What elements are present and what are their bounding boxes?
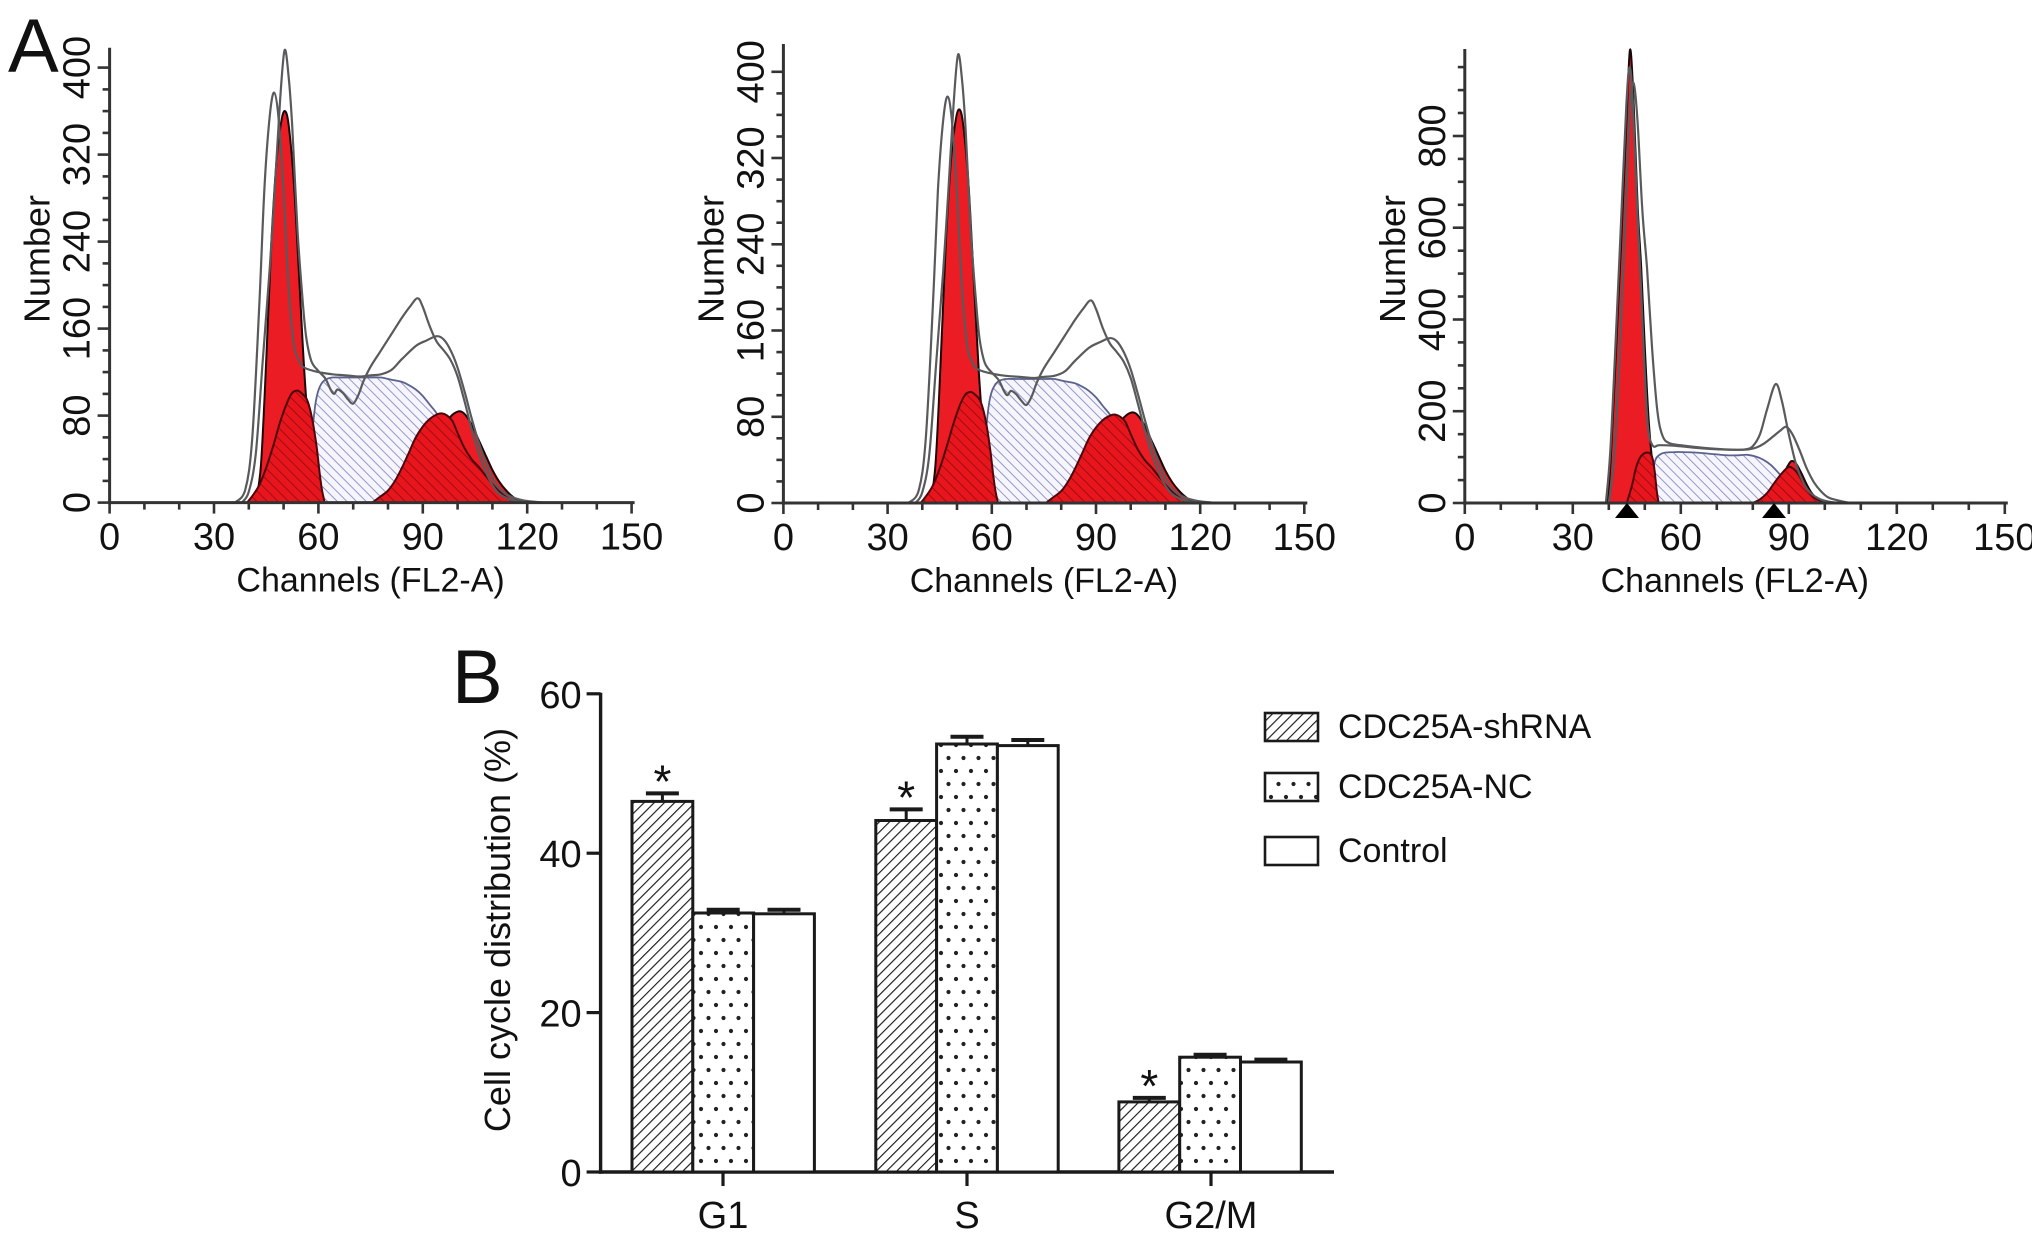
svg-text:120: 120	[1865, 517, 1928, 559]
svg-text:Channels (FL2-A): Channels (FL2-A)	[236, 562, 504, 600]
svg-text:0: 0	[1412, 492, 1454, 513]
svg-text:S: S	[954, 1195, 979, 1237]
svg-text:60: 60	[539, 675, 581, 717]
svg-text:G1: G1	[698, 1195, 749, 1237]
svg-text:240: 240	[57, 210, 99, 273]
svg-text:Channels (FL2-A): Channels (FL2-A)	[910, 562, 1178, 600]
svg-text:Channels (FL2-A): Channels (FL2-A)	[1601, 562, 1869, 600]
svg-text:80: 80	[57, 394, 99, 436]
svg-text:800: 800	[1412, 104, 1454, 167]
svg-text:A: A	[8, 4, 59, 89]
svg-text:G2/M: G2/M	[1165, 1195, 1258, 1237]
svg-text:320: 320	[57, 123, 99, 186]
svg-text:400: 400	[57, 36, 99, 99]
svg-text:30: 30	[1552, 517, 1594, 559]
svg-text:*: *	[1140, 1060, 1158, 1112]
svg-text:B: B	[452, 635, 503, 720]
svg-text:CDC25A-NC: CDC25A-NC	[1338, 768, 1533, 806]
svg-text:320: 320	[730, 126, 772, 189]
svg-text:200: 200	[1412, 379, 1454, 442]
svg-text:60: 60	[297, 517, 339, 559]
svg-text:*: *	[653, 755, 671, 807]
svg-text:40: 40	[539, 834, 581, 876]
svg-text:160: 160	[730, 299, 772, 362]
svg-text:0: 0	[730, 492, 772, 513]
svg-text:CDC25A-shRNA: CDC25A-shRNA	[1338, 708, 1591, 746]
svg-text:400: 400	[1412, 288, 1454, 351]
svg-text:Cell cycle distribution (%): Cell cycle distribution (%)	[477, 728, 518, 1132]
svg-text:240: 240	[730, 213, 772, 276]
svg-text:60: 60	[1660, 517, 1702, 559]
svg-text:120: 120	[1168, 517, 1231, 559]
svg-text:0: 0	[1454, 517, 1475, 559]
svg-text:30: 30	[866, 517, 908, 559]
svg-text:90: 90	[402, 517, 444, 559]
svg-text:600: 600	[1412, 196, 1454, 259]
svg-text:160: 160	[57, 297, 99, 360]
svg-text:90: 90	[1075, 517, 1117, 559]
svg-text:80: 80	[730, 396, 772, 438]
svg-text:Control: Control	[1338, 832, 1448, 870]
svg-text:30: 30	[193, 517, 235, 559]
svg-text:0: 0	[99, 517, 120, 559]
svg-text:0: 0	[773, 517, 794, 559]
svg-text:400: 400	[730, 40, 772, 103]
svg-text:Number: Number	[17, 195, 58, 323]
svg-text:150: 150	[1273, 517, 1336, 559]
svg-text:*: *	[897, 771, 915, 823]
svg-text:Number: Number	[1372, 195, 1413, 323]
svg-text:150: 150	[600, 517, 663, 559]
svg-text:20: 20	[539, 994, 581, 1036]
svg-text:150: 150	[1973, 517, 2032, 559]
svg-text:Number: Number	[690, 195, 731, 323]
svg-text:0: 0	[560, 1153, 581, 1195]
svg-text:120: 120	[495, 517, 558, 559]
svg-text:0: 0	[57, 492, 99, 513]
svg-text:60: 60	[971, 517, 1013, 559]
svg-text:90: 90	[1768, 517, 1810, 559]
